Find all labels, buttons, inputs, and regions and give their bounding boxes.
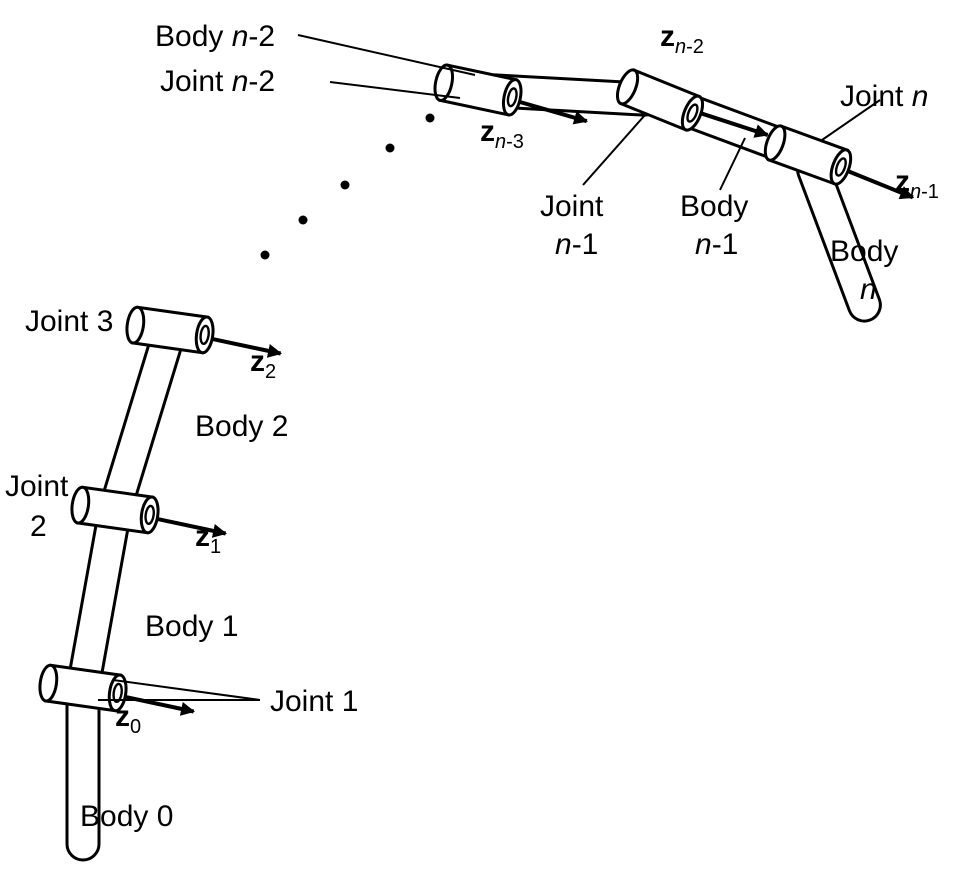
diagram-stage: Body 0z0Joint 1Body 1Joint2z1Body 2Joint… — [0, 0, 969, 871]
zn-1-arrow — [848, 171, 913, 197]
ellipsis-dot-3 — [386, 144, 395, 153]
body-1 — [67, 507, 130, 691]
ellipsis-dot-2 — [341, 181, 350, 190]
ellipsis-dot-1 — [299, 216, 308, 225]
z2-arrow — [212, 339, 280, 354]
z1-arrow — [157, 519, 225, 534]
leader-joint-n-1 — [583, 115, 645, 185]
ellipsis-dot-0 — [261, 251, 270, 260]
ellipsis-dot-4 — [426, 114, 435, 123]
leader-joint-n — [822, 100, 880, 140]
leader-body-n-1 — [720, 138, 745, 190]
body-2 — [100, 325, 186, 514]
joint-n-2 — [432, 63, 524, 116]
joint-2 — [70, 486, 160, 534]
diagram-svg — [0, 0, 969, 871]
body-0 — [67, 688, 99, 860]
leader-body-n-2 — [298, 35, 475, 75]
joint-n-1 — [613, 67, 706, 133]
joint-3 — [125, 306, 215, 354]
joint-1 — [38, 664, 128, 712]
leader-joint1-a — [113, 680, 260, 700]
